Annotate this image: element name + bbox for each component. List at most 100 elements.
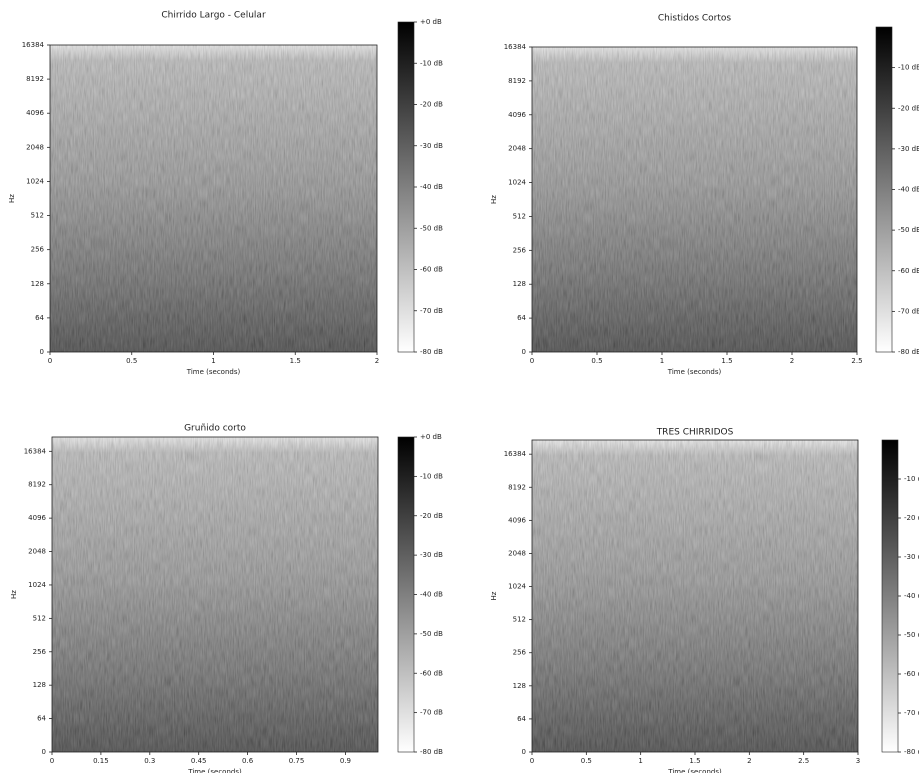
y-tick-label: 0 — [42, 748, 46, 756]
colorbar-tick-label: -40 d — [904, 592, 919, 600]
y-tick-label: 4096 — [26, 109, 44, 117]
y-tick-label: 1024 — [508, 583, 526, 591]
colorbar-tick-label: -70 dB — [420, 307, 443, 315]
x-axis-label: Time (seconds) — [667, 368, 722, 376]
y-axis-label: Hz — [490, 195, 498, 204]
y-tick-label: 8192 — [28, 481, 46, 489]
y-tick-label: 8192 — [508, 483, 526, 491]
colorbar-tick-label: -60 dB — [898, 267, 919, 275]
x-tick-label: 0.15 — [93, 757, 109, 765]
colorbar-tick-label: -40 dB — [420, 591, 443, 599]
colorbar-tick-label: -10 dB — [420, 472, 443, 480]
y-tick-label: 128 — [31, 280, 44, 288]
y-tick-label: 0 — [522, 348, 526, 356]
colorbar-tick-label: -40 dB — [898, 186, 919, 194]
y-tick-label: 2048 — [508, 145, 526, 153]
y-tick-label: 2048 — [508, 549, 526, 557]
colorbar-tick-label: -20 dB — [898, 104, 919, 112]
y-tick-label: 1024 — [28, 581, 46, 589]
x-tick-label: 3 — [856, 757, 860, 765]
colorbar-tick-label: -30 d — [904, 553, 919, 561]
y-tick-label: 64 — [517, 715, 526, 723]
colorbar-tick-label: +0 dB — [420, 433, 442, 441]
x-tick-label: 1.5 — [721, 357, 732, 365]
colorbar-tick-label: -30 dB — [898, 145, 919, 153]
y-tick-label: 64 — [517, 314, 526, 322]
x-tick-label: 1.5 — [689, 757, 700, 765]
y-tick-label: 128 — [33, 681, 46, 689]
colorbar-tick-label: -40 dB — [420, 183, 443, 191]
y-tick-label: 256 — [33, 648, 47, 656]
y-tick-label: 512 — [513, 616, 526, 624]
x-axis-label: Time (seconds) — [186, 368, 241, 376]
x-tick-label: 2.5 — [798, 757, 809, 765]
x-tick-label: 1 — [660, 357, 664, 365]
colorbar-tick-label: -10 dB — [420, 59, 443, 67]
y-tick-label: 4096 — [508, 516, 526, 524]
y-tick-label: 512 — [513, 212, 526, 220]
x-tick-label: 2.5 — [851, 357, 862, 365]
colorbar-tick-label: -80 d — [904, 748, 919, 756]
y-tick-label: 0 — [522, 748, 526, 756]
colorbar-tick-label: +0 dB — [420, 18, 442, 26]
colorbar-tick-label: -80 dB — [420, 348, 443, 356]
y-tick-label: 128 — [513, 682, 526, 690]
colorbar-tick-label: -60 dB — [420, 266, 443, 274]
x-tick-label: 0 — [530, 757, 534, 765]
x-tick-label: 2 — [375, 357, 379, 365]
plot-frame — [51, 436, 379, 753]
colorbar — [881, 439, 899, 753]
y-tick-label: 64 — [37, 715, 46, 723]
y-axis-label: Hz — [10, 590, 18, 599]
y-axis-label: Hz — [490, 591, 498, 600]
y-tick-label: 16384 — [22, 41, 45, 49]
colorbar-tick-label: -20 d — [904, 514, 919, 522]
x-tick-label: 2 — [747, 757, 751, 765]
x-tick-label: 0 — [50, 757, 54, 765]
x-tick-label: 0.5 — [126, 357, 137, 365]
colorbar-tick-label: -50 dB — [420, 630, 443, 638]
y-tick-label: 0 — [40, 348, 44, 356]
colorbar-tick-label: -70 dB — [898, 307, 919, 315]
y-tick-label: 1024 — [508, 179, 526, 187]
x-tick-label: 0.9 — [340, 757, 351, 765]
y-tick-label: 8192 — [26, 75, 44, 83]
y-tick-label: 2048 — [28, 548, 46, 556]
colorbar-tick-label: -20 dB — [420, 512, 443, 520]
spectrogram-texture — [52, 437, 378, 752]
colorbar-tick-label: -50 d — [904, 631, 919, 639]
x-tick-label: 0.45 — [191, 757, 207, 765]
x-tick-label: 2 — [790, 357, 794, 365]
y-tick-label: 4096 — [28, 514, 46, 522]
y-tick-label: 8192 — [508, 77, 526, 85]
y-tick-label: 64 — [35, 314, 44, 322]
colorbar-tick-label: -50 dB — [420, 224, 443, 232]
colorbar-tick-label: -20 dB — [420, 101, 443, 109]
chart-title: Chirrido Largo - Celular — [161, 11, 266, 21]
spectrogram-texture — [532, 440, 858, 752]
chart-title: Gruñido corto — [184, 424, 246, 434]
colorbar-tick-label: -70 dB — [420, 709, 443, 717]
colorbar-tick-label: -70 d — [904, 709, 919, 717]
y-axis-label: Hz — [8, 194, 16, 203]
y-tick-label: 128 — [513, 280, 526, 288]
colorbar — [397, 436, 415, 753]
colorbar-tick-label: -60 d — [904, 670, 919, 678]
chart-title: TRES CHIRRIDOS — [656, 428, 734, 438]
colorbar-tick-label: -10 dB — [898, 64, 919, 72]
colorbar — [875, 26, 893, 353]
y-tick-label: 16384 — [504, 43, 527, 51]
spectrogram-texture — [532, 47, 857, 352]
x-tick-label: 0.6 — [242, 757, 254, 765]
colorbar-tick-label: -80 dB — [898, 348, 919, 356]
y-tick-label: 2048 — [26, 143, 44, 151]
y-tick-label: 16384 — [24, 447, 47, 455]
x-tick-label: 0 — [530, 357, 534, 365]
x-tick-label: 0.3 — [144, 757, 155, 765]
y-tick-label: 256 — [513, 649, 527, 657]
x-tick-label: 0.5 — [591, 357, 602, 365]
y-tick-label: 512 — [31, 212, 44, 220]
y-tick-label: 512 — [33, 614, 46, 622]
y-tick-label: 1024 — [26, 177, 44, 185]
